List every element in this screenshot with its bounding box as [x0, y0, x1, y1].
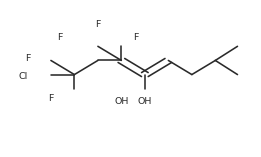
Text: F: F — [133, 33, 139, 42]
Text: F: F — [25, 54, 31, 63]
Text: OH: OH — [114, 97, 129, 106]
Text: F: F — [95, 20, 100, 29]
Text: F: F — [57, 33, 63, 42]
Text: OH: OH — [138, 97, 152, 106]
Text: Cl: Cl — [18, 72, 27, 81]
Text: F: F — [48, 94, 54, 103]
